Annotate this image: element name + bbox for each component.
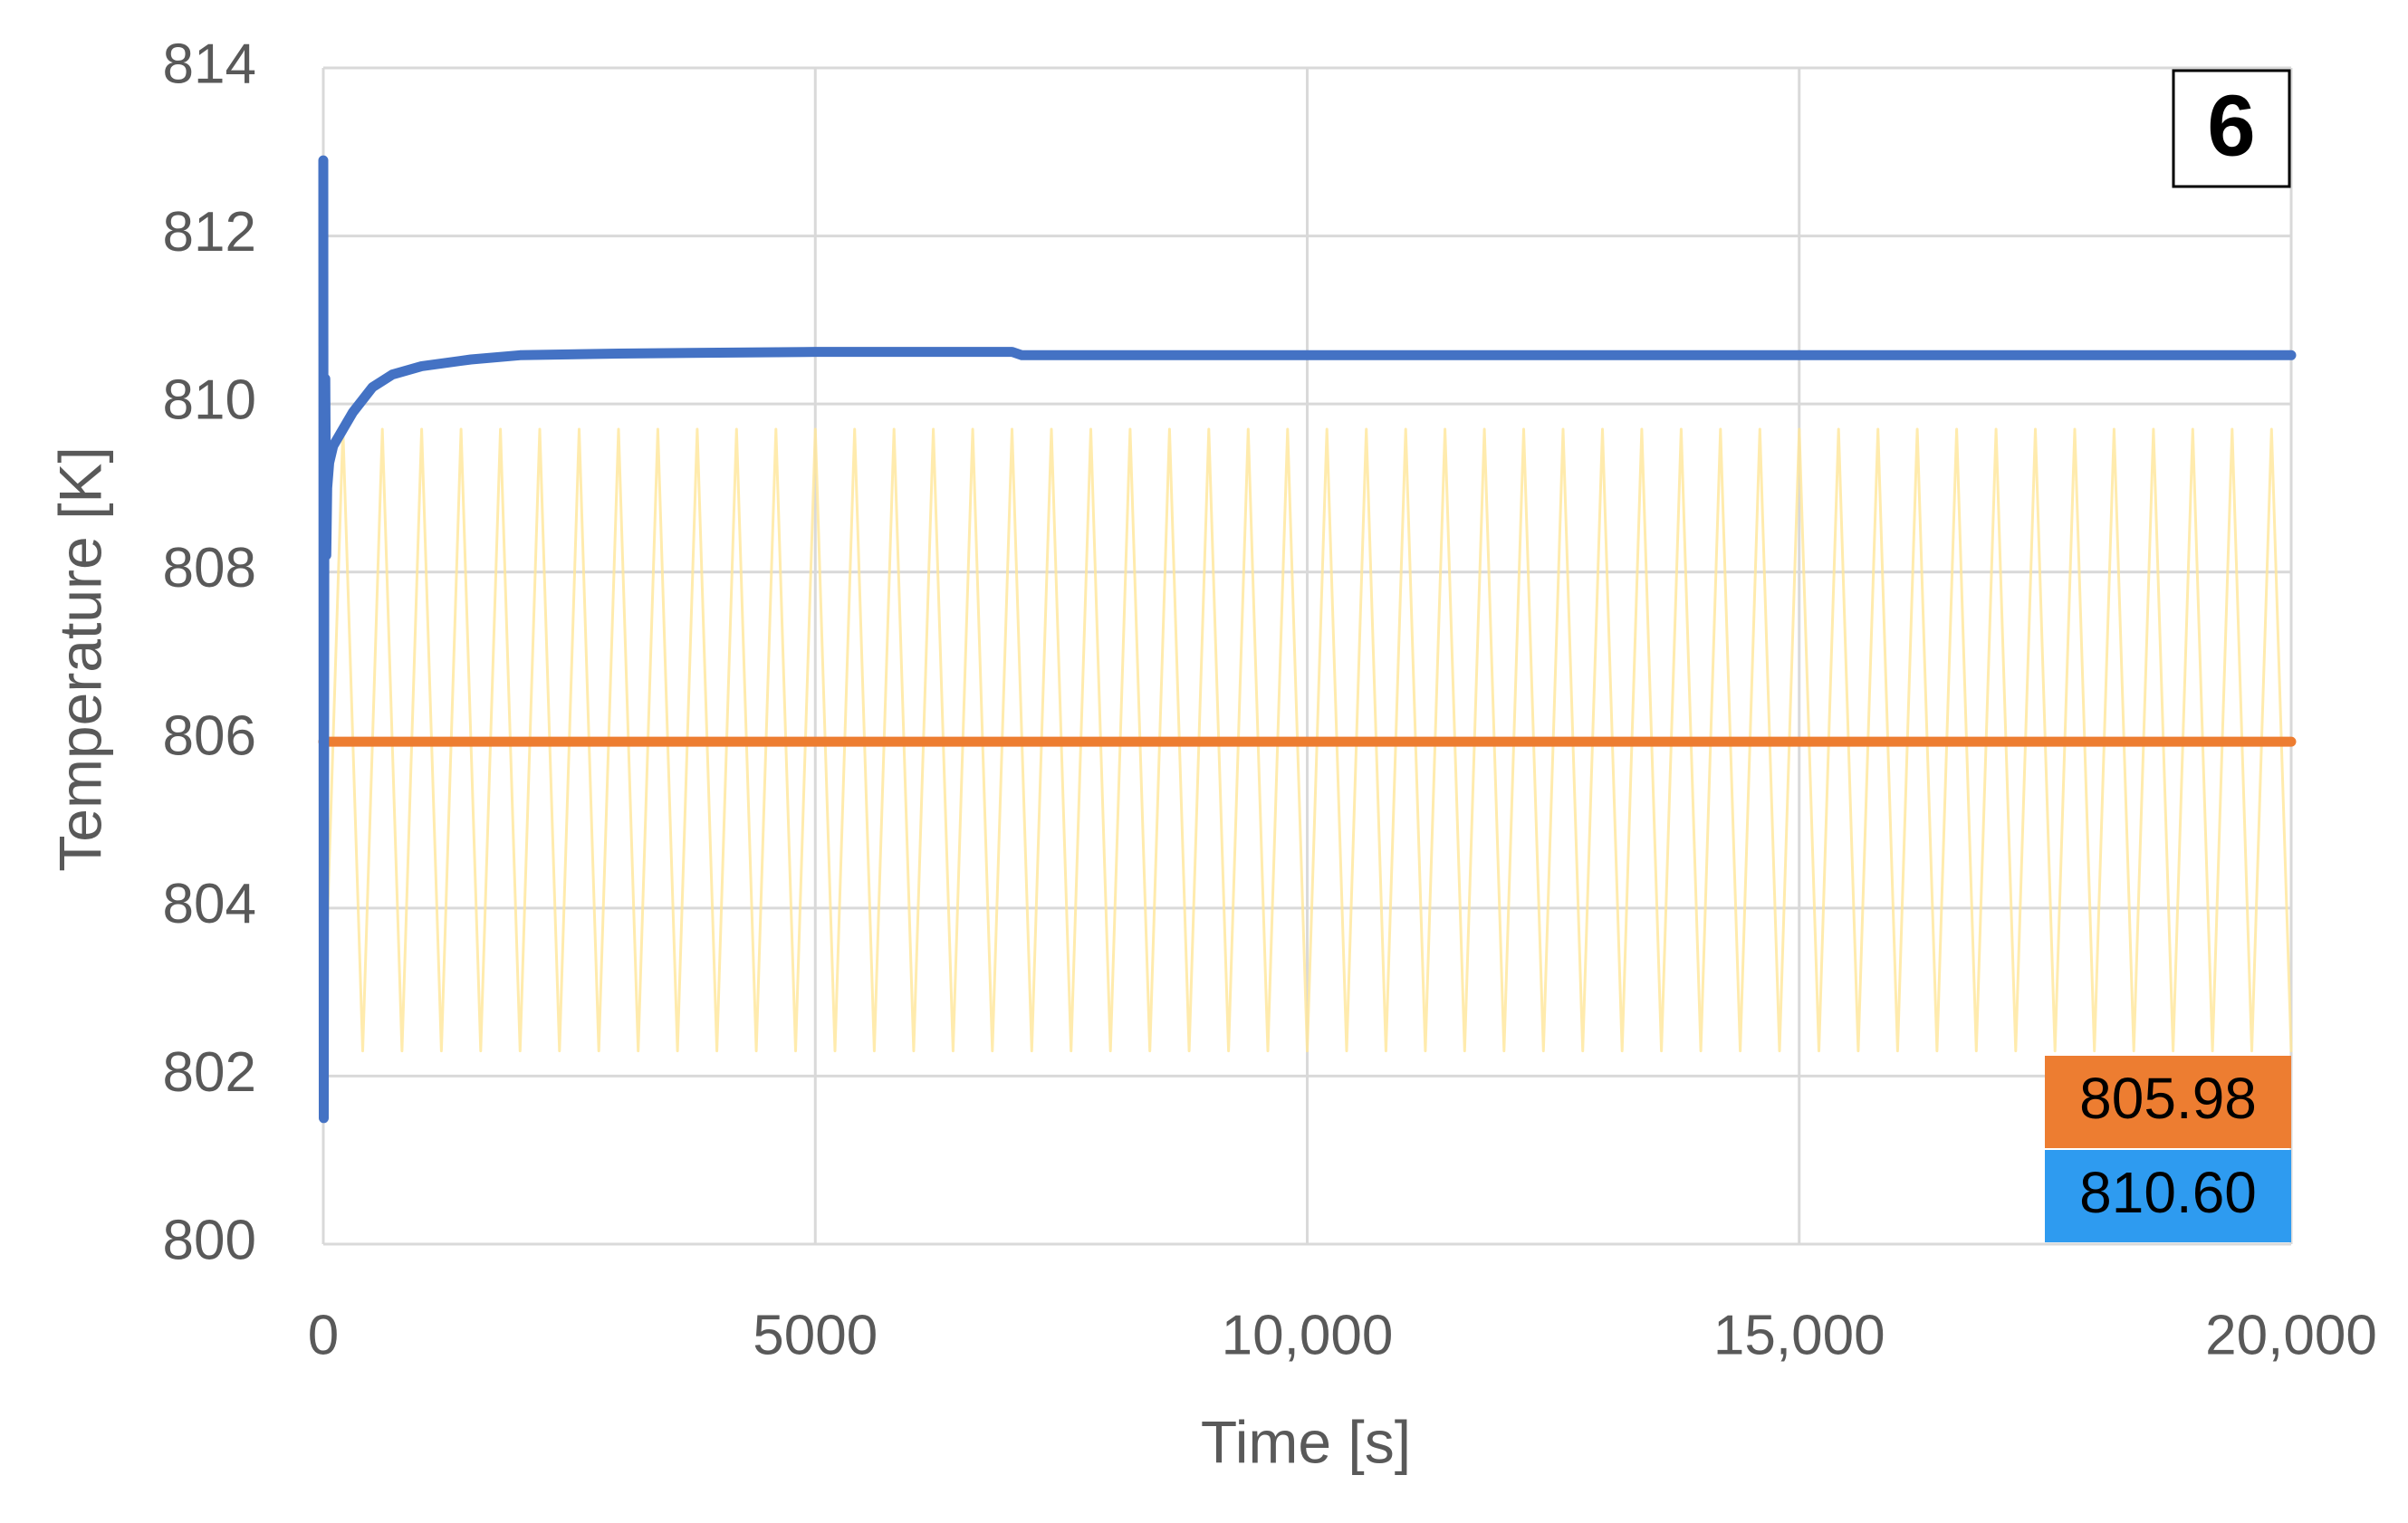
y-tick-label: 800	[163, 1209, 256, 1271]
value-box-label: 810.60	[2079, 1160, 2257, 1225]
series-line	[318, 155, 2297, 1124]
series-line	[321, 427, 2293, 1053]
panel-label: 6	[2207, 77, 2255, 174]
value-box	[2045, 1056, 2291, 1148]
y-tick-label: 814	[163, 33, 256, 95]
x-tick-label: 20,000	[2205, 1304, 2377, 1366]
y-tick-label: 810	[163, 369, 256, 432]
value-box-label: 805.98	[2079, 1066, 2257, 1131]
x-axis-title: Time [s]	[1201, 1408, 1411, 1475]
y-tick-label: 802	[163, 1041, 256, 1104]
y-tick-label: 808	[163, 537, 256, 599]
x-tick-label: 15,000	[1713, 1304, 1885, 1366]
x-tick-label: 5000	[753, 1304, 878, 1366]
value-box	[2045, 1150, 2291, 1242]
x-tick-label: 10,000	[1222, 1304, 1394, 1366]
panel-label-box	[2172, 69, 2291, 188]
y-tick-label: 812	[163, 201, 256, 263]
y-tick-label: 806	[163, 705, 256, 768]
x-tick-label: 0	[308, 1304, 339, 1366]
y-tick-label: 804	[163, 873, 256, 935]
y-axis-title: Temperature [K]	[46, 446, 113, 872]
